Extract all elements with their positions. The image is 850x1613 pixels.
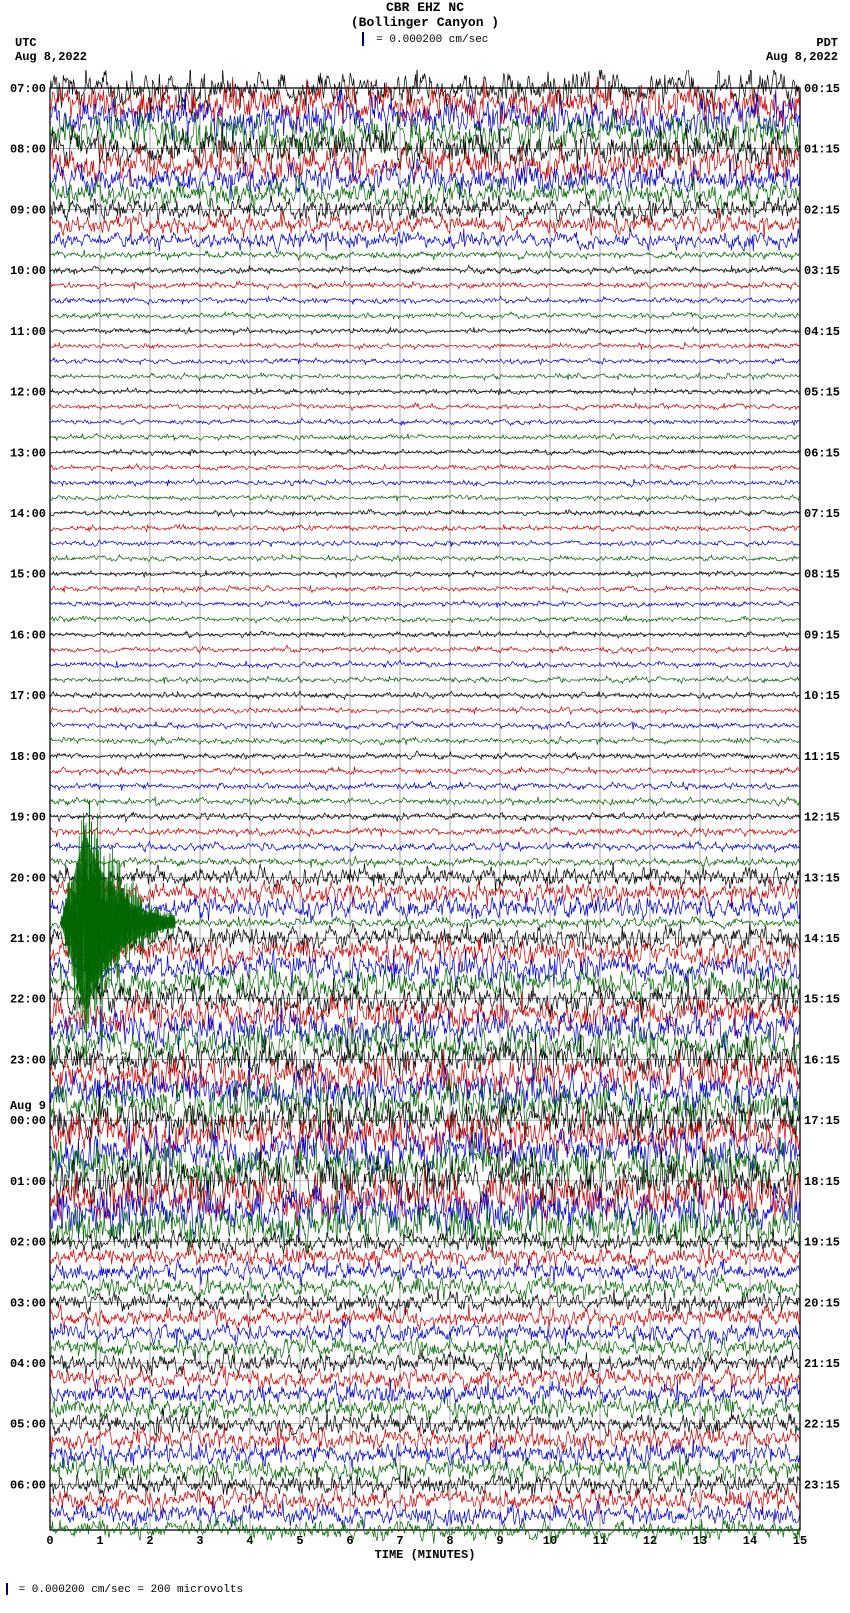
svg-text:11:00: 11:00 [10,325,46,339]
svg-text:Aug 9: Aug 9 [10,1099,46,1113]
svg-text:0: 0 [46,1534,53,1548]
svg-text:13:00: 13:00 [10,446,46,460]
right-tz: PDT [766,36,838,50]
svg-text:10:15: 10:15 [804,689,840,703]
svg-text:19:15: 19:15 [804,1236,840,1250]
svg-text:1: 1 [96,1534,103,1548]
svg-text:16:15: 16:15 [804,1053,840,1067]
svg-text:05:00: 05:00 [10,1418,46,1432]
svg-text:2: 2 [146,1534,153,1548]
svg-text:07:00: 07:00 [10,82,46,96]
svg-text:04:00: 04:00 [10,1357,46,1371]
svg-text:15:00: 15:00 [10,568,46,582]
svg-text:08:15: 08:15 [804,568,840,582]
svg-text:09:15: 09:15 [804,628,840,642]
svg-text:17:15: 17:15 [804,1114,840,1128]
footer-scale-icon [4,1584,10,1594]
svg-text:00:00: 00:00 [10,1114,46,1128]
right-date: Aug 8,2022 [766,50,838,64]
svg-text:18:00: 18:00 [10,750,46,764]
svg-text:05:15: 05:15 [804,386,840,400]
svg-text:14:15: 14:15 [804,932,840,946]
svg-text:8: 8 [446,1534,453,1548]
seismogram-page: CBR EHZ NC (Bollinger Canyon ) = 0.00020… [0,0,850,1596]
amp-scale-bar [362,32,364,46]
svg-text:12:15: 12:15 [804,811,840,825]
amp-scale-text: = 0.000200 cm/sec [376,34,488,46]
svg-text:19:00: 19:00 [10,811,46,825]
svg-text:21:00: 21:00 [10,932,46,946]
footer: = 0.000200 cm/sec = 200 microvolts [4,1584,850,1596]
svg-text:23:15: 23:15 [804,1478,840,1492]
svg-text:01:15: 01:15 [804,143,840,157]
svg-text:03:15: 03:15 [804,264,840,278]
svg-text:02:00: 02:00 [10,1236,46,1250]
svg-text:18:15: 18:15 [804,1175,840,1189]
svg-text:20:15: 20:15 [804,1296,840,1310]
svg-text:14:00: 14:00 [10,507,46,521]
svg-text:22:15: 22:15 [804,1418,840,1432]
svg-text:22:00: 22:00 [10,993,46,1007]
amp-scale: = 0.000200 cm/sec [0,32,850,46]
svg-text:02:15: 02:15 [804,203,840,217]
svg-text:TIME (MINUTES): TIME (MINUTES) [375,1548,476,1562]
svg-text:16:00: 16:00 [10,628,46,642]
left-header: UTC Aug 8,2022 [15,36,87,64]
svg-text:09:00: 09:00 [10,203,46,217]
footer-text: = 0.000200 cm/sec = 200 microvolts [19,1584,243,1596]
svg-text:14: 14 [743,1534,757,1548]
svg-text:06:15: 06:15 [804,446,840,460]
svg-text:6: 6 [346,1534,353,1548]
plot-area: 0123456789101112131415TIME (MINUTES)07:0… [0,70,850,1570]
svg-text:08:00: 08:00 [10,143,46,157]
left-tz: UTC [15,36,87,50]
svg-text:3: 3 [196,1534,203,1548]
svg-text:15:15: 15:15 [804,993,840,1007]
svg-text:21:15: 21:15 [804,1357,840,1371]
header: CBR EHZ NC (Bollinger Canyon ) = 0.00020… [0,0,850,70]
seismogram-svg: 0123456789101112131415TIME (MINUTES)07:0… [0,70,850,1570]
svg-text:12:00: 12:00 [10,386,46,400]
right-header: PDT Aug 8,2022 [766,36,838,64]
svg-text:06:00: 06:00 [10,1478,46,1492]
svg-text:17:00: 17:00 [10,689,46,703]
svg-text:11:15: 11:15 [804,750,840,764]
svg-text:7: 7 [396,1534,403,1548]
svg-text:23:00: 23:00 [10,1053,46,1067]
svg-text:10:00: 10:00 [10,264,46,278]
svg-text:20:00: 20:00 [10,871,46,885]
svg-text:04:15: 04:15 [804,325,840,339]
svg-text:13:15: 13:15 [804,871,840,885]
svg-text:5: 5 [296,1534,303,1548]
svg-text:9: 9 [496,1534,503,1548]
svg-text:13: 13 [693,1534,707,1548]
station-name: (Bollinger Canyon ) [0,15,850,30]
svg-text:07:15: 07:15 [804,507,840,521]
svg-text:01:00: 01:00 [10,1175,46,1189]
svg-text:03:00: 03:00 [10,1296,46,1310]
svg-text:00:15: 00:15 [804,82,840,96]
station-id: CBR EHZ NC [0,0,850,15]
left-date: Aug 8,2022 [15,50,87,64]
